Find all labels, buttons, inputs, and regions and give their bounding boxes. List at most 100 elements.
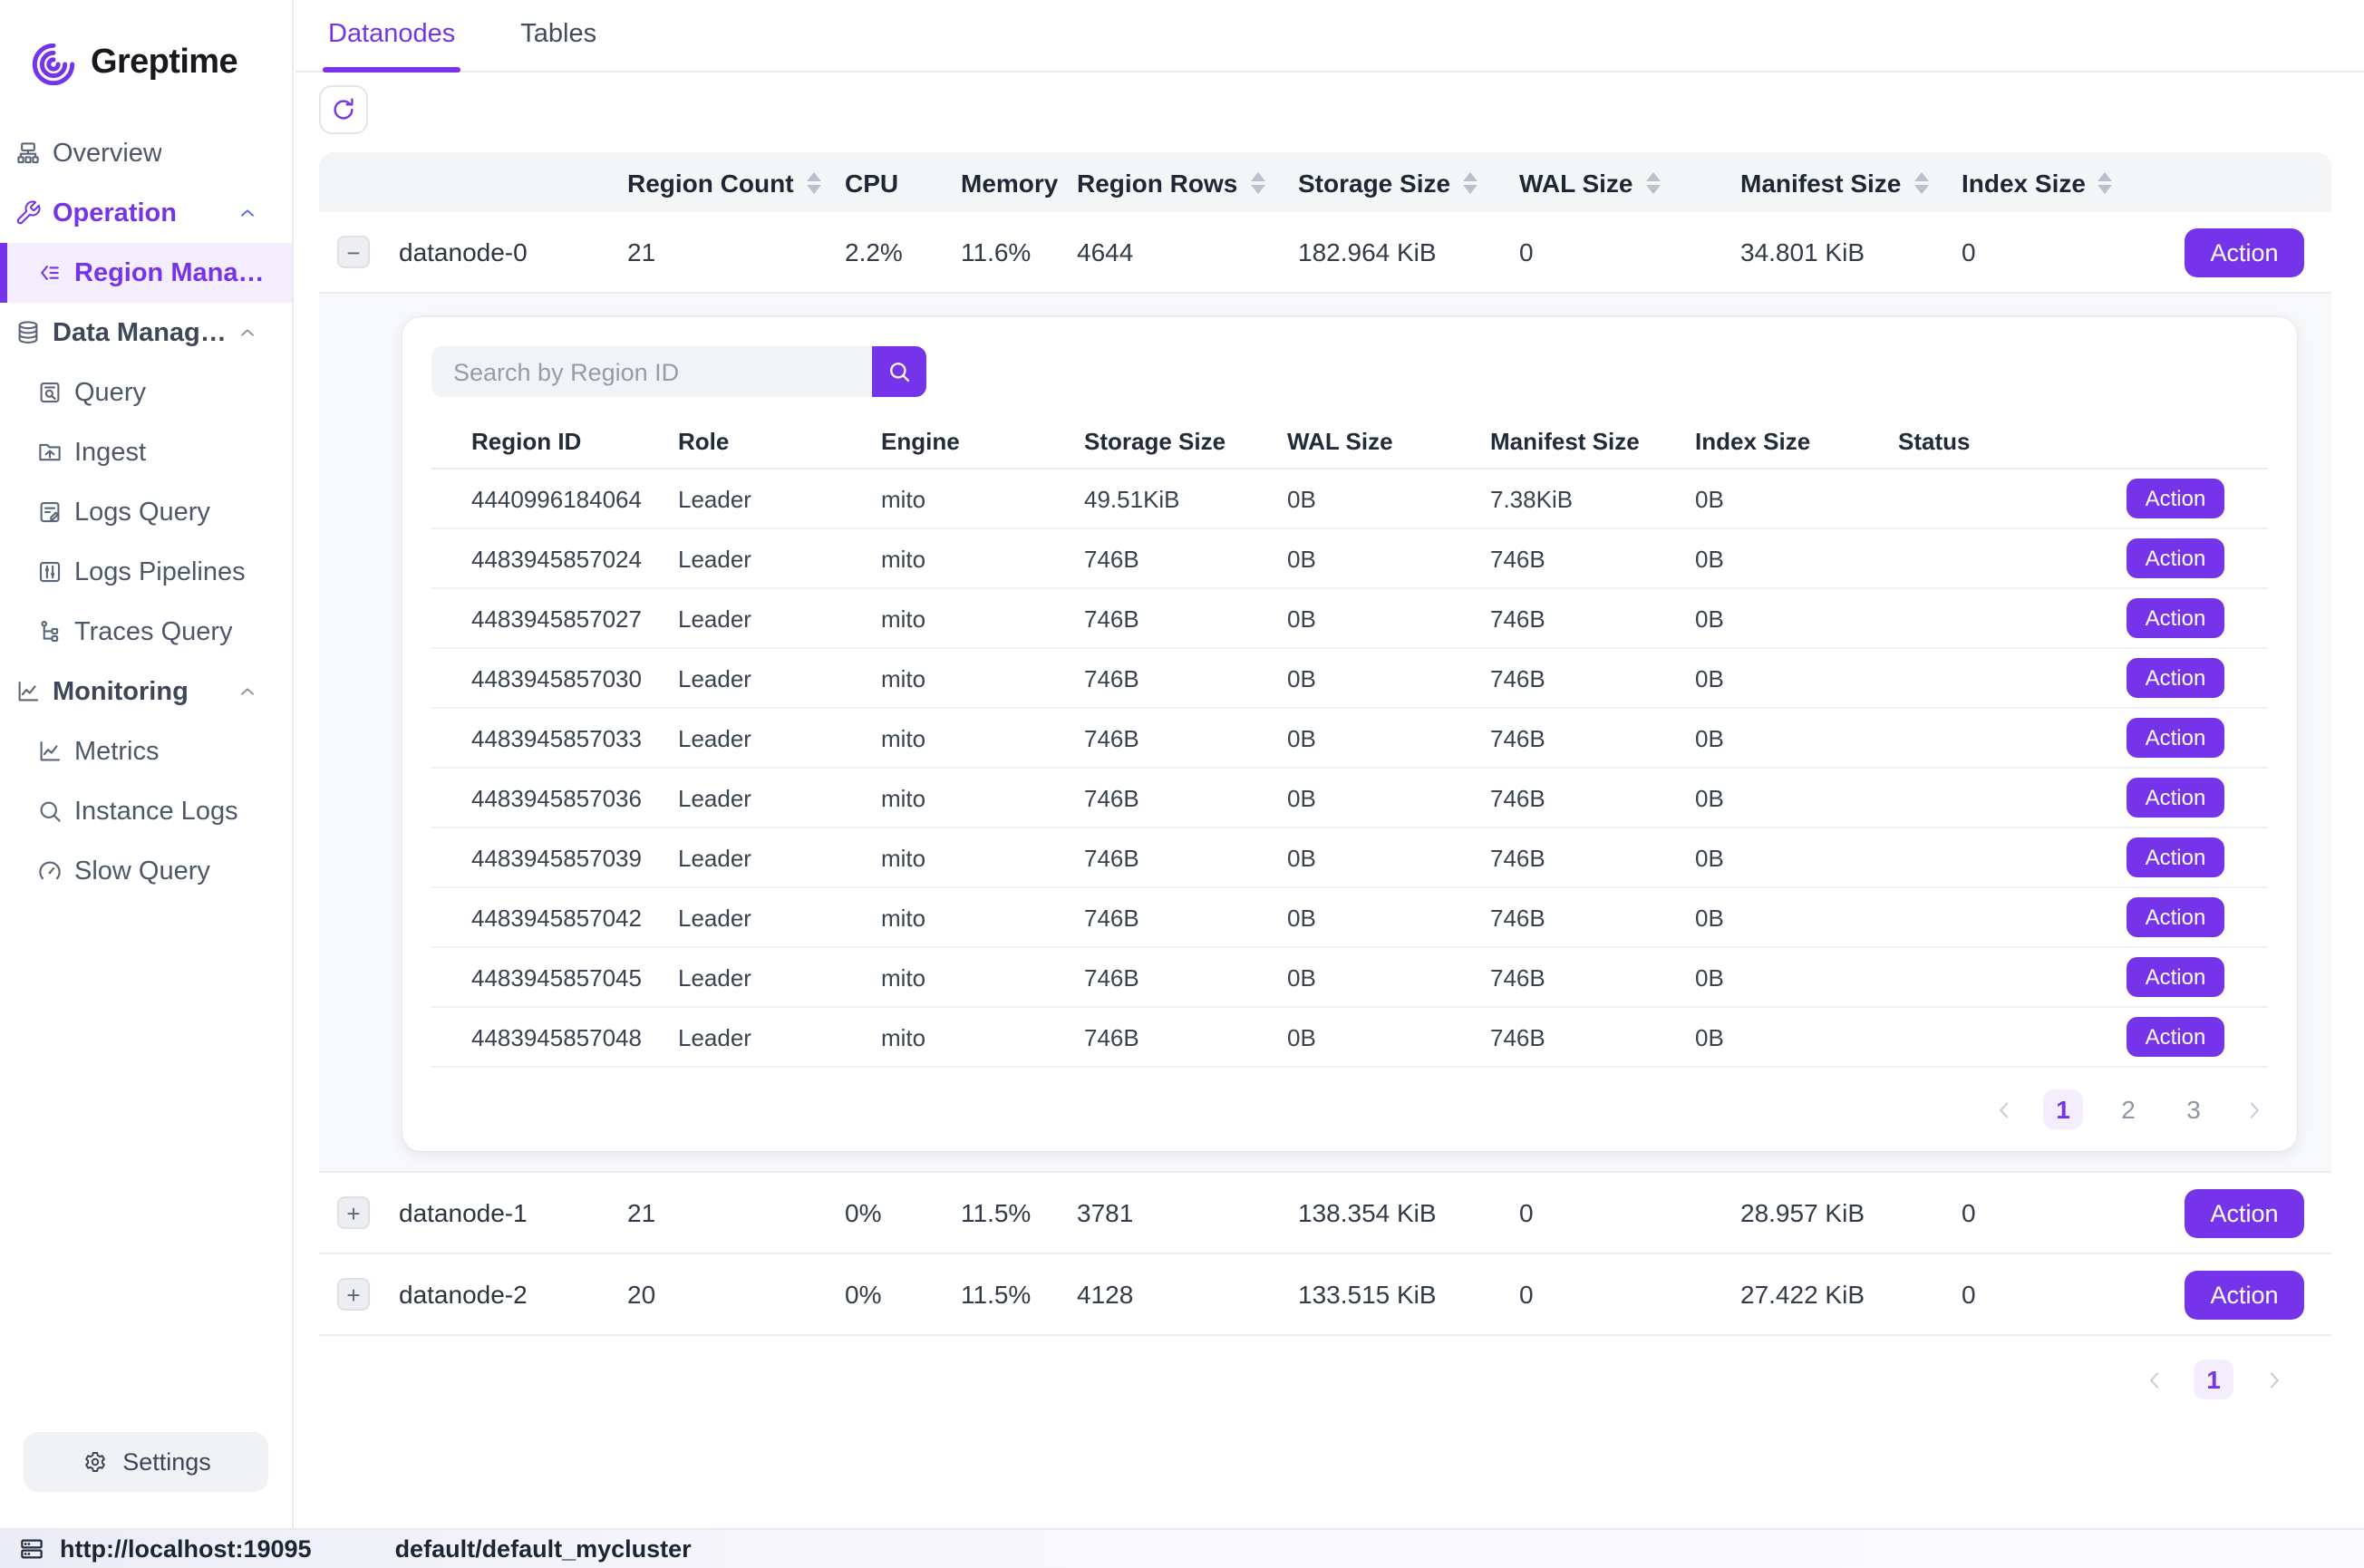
action-button[interactable]: Action <box>2127 778 2224 818</box>
region-manifest: 746B <box>1490 709 1695 767</box>
greptime-logo-icon <box>29 39 78 88</box>
page-button-2[interactable]: 2 <box>2108 1089 2148 1129</box>
action-button[interactable]: Action <box>2127 658 2224 698</box>
sidebar-item-traces-query[interactable]: Traces Query <box>0 602 292 662</box>
region-status <box>1898 888 2116 946</box>
sort-icon <box>1250 171 1264 193</box>
action-button[interactable]: Action <box>2127 479 2224 518</box>
action-button[interactable]: Action <box>2127 538 2224 578</box>
region-status <box>1898 1008 2116 1066</box>
collapse-button[interactable]: − <box>337 236 370 268</box>
column-header-label: Manifest Size <box>1740 168 1901 197</box>
cell-wal-size: 0 <box>1497 1254 1719 1334</box>
chevron-up-icon <box>236 321 259 344</box>
region-storage: 746B <box>1084 888 1287 946</box>
region-status <box>1898 948 2116 1006</box>
region-search-input[interactable] <box>431 346 872 397</box>
cluster-name[interactable]: default/default_mycluster <box>395 1535 692 1563</box>
region-engine: mito <box>881 888 1084 946</box>
column-header-index-size[interactable]: Index Size <box>1940 152 2132 212</box>
datanode-row-datanode-0: −datanode-0212.2%11.6%4644182.964 KiB034… <box>319 212 2331 294</box>
tab-tables[interactable]: Tables <box>515 20 602 71</box>
region-wal: 0B <box>1287 769 1490 827</box>
refresh-icon <box>330 96 357 123</box>
action-cell: Action <box>2116 1008 2268 1066</box>
sidebar-item-label: Overview <box>53 139 162 168</box>
sidebar-item-ingest[interactable]: Ingest <box>0 422 292 482</box>
region-status <box>1898 529 2116 587</box>
previous-page-button[interactable] <box>2139 1365 2168 1394</box>
region-id: 4483945857033 <box>471 709 678 767</box>
action-cell: Action <box>2116 948 2268 1006</box>
region-index: 0B <box>1695 948 1898 1006</box>
sidebar-item-instance-logs[interactable]: Instance Logs <box>0 781 292 841</box>
sidebar-item-logs-query[interactable]: Logs Query <box>0 482 292 542</box>
action-button[interactable]: Action <box>2127 718 2224 758</box>
action-button[interactable]: Action <box>2185 227 2304 276</box>
tab-bar: Datanodes Tables <box>296 0 2364 73</box>
region-role: Leader <box>678 649 881 707</box>
search-button[interactable] <box>872 346 926 397</box>
region-status <box>1898 709 2116 767</box>
cell-storage-size: 133.515 KiB <box>1276 1254 1497 1334</box>
region-id: 4483945857039 <box>471 828 678 886</box>
action-cell: Action <box>2116 769 2268 827</box>
refresh-button[interactable] <box>319 85 368 134</box>
sort-icon <box>2098 171 2113 193</box>
region-id: 4483945857036 <box>471 769 678 827</box>
sidebar-item-query[interactable]: Query <box>0 363 292 422</box>
chevron-up-icon <box>236 201 259 225</box>
region-storage: 746B <box>1084 828 1287 886</box>
next-page-button[interactable] <box>2259 1365 2288 1394</box>
tab-datanodes[interactable]: Datanodes <box>323 20 460 71</box>
action-button[interactable]: Action <box>2127 897 2224 937</box>
column-header-region-count[interactable]: Region Count <box>627 152 845 212</box>
column-header-region-id: Region ID <box>471 415 678 468</box>
region-engine: mito <box>881 1008 1084 1066</box>
column-header-label: WAL Size <box>1519 168 1633 197</box>
region-wal: 0B <box>1287 529 1490 587</box>
sidebar-item-monitoring[interactable]: Monitoring <box>0 662 292 721</box>
column-header-wal-size[interactable]: WAL Size <box>1497 152 1719 212</box>
cell-region-rows: 4128 <box>1077 1254 1276 1334</box>
action-button[interactable]: Action <box>2185 1270 2304 1319</box>
sidebar-item-data-management[interactable]: Data Management <box>0 303 292 363</box>
sidebar-item-label: Instance Logs <box>74 797 238 826</box>
datanodes-table-header: Region CountCPUMemory Region RowsStorage … <box>319 152 2331 212</box>
sidebar-item-metrics[interactable]: Metrics <box>0 721 292 781</box>
column-header-manifest-size: Manifest Size <box>1490 415 1695 468</box>
region-row: 4483945857048Leadermito746B0B746B0BActio… <box>431 1008 2268 1068</box>
page-button-1[interactable]: 1 <box>2194 1360 2233 1399</box>
action-button[interactable]: Action <box>2127 957 2224 997</box>
action-button[interactable]: Action <box>2127 837 2224 877</box>
sidebar-item-operation[interactable]: Operation <box>0 183 292 243</box>
column-header-label: Memory <box>961 168 1058 197</box>
region-index: 0B <box>1695 529 1898 587</box>
page-button-3[interactable]: 3 <box>2174 1089 2214 1129</box>
cell-storage-size: 182.964 KiB <box>1276 212 1497 292</box>
connection-url[interactable]: http://localhost:19095 <box>60 1535 312 1563</box>
sidebar-item-overview[interactable]: Overview <box>0 123 292 183</box>
cell-region-rows: 3781 <box>1077 1173 1276 1253</box>
region-storage: 746B <box>1084 649 1287 707</box>
settings-button[interactable]: Settings <box>24 1432 268 1492</box>
column-header-storage-size[interactable]: Storage Size <box>1276 152 1497 212</box>
action-button[interactable]: Action <box>2185 1188 2304 1237</box>
sidebar-item-logs-pipelines[interactable]: Logs Pipelines <box>0 542 292 602</box>
action-button[interactable]: Action <box>2127 598 2224 638</box>
action-button[interactable]: Action <box>2127 1017 2224 1057</box>
sidebar-item-region-management[interactable]: Region Management <box>0 243 292 303</box>
page-button-1[interactable]: 1 <box>2043 1089 2083 1129</box>
region-row: 4483945857045Leadermito746B0B746B0BActio… <box>431 948 2268 1008</box>
expand-button[interactable]: + <box>337 1278 370 1311</box>
column-header-manifest-size[interactable]: Manifest Size <box>1719 152 1940 212</box>
expand-button[interactable]: + <box>337 1196 370 1229</box>
column-header-region-rows[interactable]: Region Rows <box>1077 152 1276 212</box>
region-wal: 0B <box>1287 589 1490 647</box>
column-header-cpu: CPU <box>845 152 961 212</box>
previous-page-button[interactable] <box>1989 1095 2018 1124</box>
next-page-button[interactable] <box>2239 1095 2268 1124</box>
sidebar-item-slow-query[interactable]: Slow Query <box>0 841 292 901</box>
action-cell: Action <box>2116 888 2268 946</box>
logs-query-icon <box>36 498 63 526</box>
